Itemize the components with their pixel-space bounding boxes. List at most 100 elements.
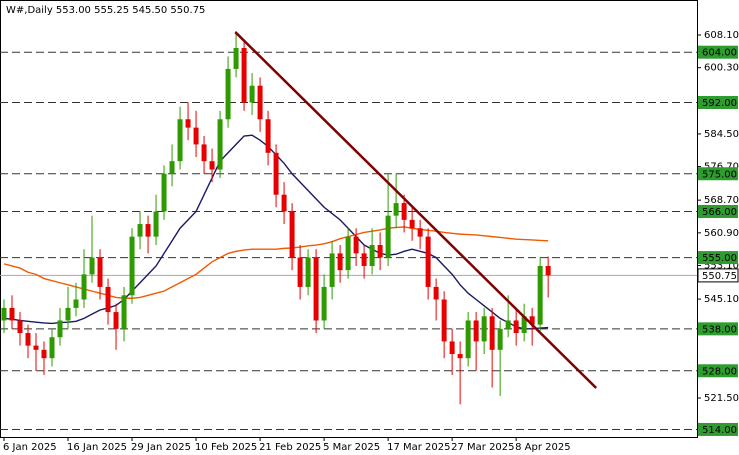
candle-body bbox=[1, 307, 7, 321]
candle-body bbox=[273, 152, 279, 195]
candle-body bbox=[105, 286, 111, 313]
candle-body bbox=[153, 211, 159, 237]
candle-body bbox=[265, 119, 271, 153]
level-label-box bbox=[698, 95, 738, 109]
level-label-box bbox=[698, 322, 738, 336]
candle-body bbox=[529, 316, 535, 325]
candle-body bbox=[185, 119, 191, 128]
candle-body bbox=[481, 316, 487, 342]
candle-body bbox=[513, 320, 519, 334]
candle-body bbox=[145, 224, 151, 237]
candle-body bbox=[409, 219, 415, 229]
candle-body bbox=[505, 320, 511, 329]
level-label-box bbox=[698, 422, 738, 436]
candle-body bbox=[281, 194, 287, 212]
candle-body bbox=[9, 307, 15, 321]
candle-body bbox=[113, 312, 119, 329]
candle-body bbox=[361, 253, 367, 266]
candle-body bbox=[489, 316, 495, 350]
candle-body bbox=[465, 320, 471, 359]
candle-body bbox=[177, 119, 183, 162]
candle-body bbox=[81, 274, 87, 300]
x-tick-label: 17 Mar 2025 bbox=[387, 442, 450, 453]
candle-body bbox=[97, 257, 103, 287]
candle-body bbox=[425, 236, 431, 287]
candle-body bbox=[321, 286, 327, 321]
candle-body bbox=[209, 161, 215, 170]
level-label-box bbox=[698, 364, 738, 378]
candle-body bbox=[33, 345, 39, 350]
level-label: 538.00 bbox=[702, 324, 737, 335]
candle-body bbox=[305, 257, 311, 287]
y-tick-label: 521.50 bbox=[704, 393, 739, 404]
x-tick-label: 29 Jan 2025 bbox=[131, 442, 191, 453]
candle-body bbox=[369, 245, 375, 266]
candle-body bbox=[65, 307, 71, 321]
candle-body bbox=[49, 337, 55, 359]
x-tick-label: 10 Feb 2025 bbox=[195, 442, 257, 453]
plot-frame bbox=[0, 0, 698, 438]
candle-body bbox=[257, 85, 263, 120]
x-tick-label: 8 Apr 2025 bbox=[515, 442, 570, 453]
moving-average bbox=[3, 226, 549, 299]
y-tick-label: 560.90 bbox=[704, 228, 739, 239]
candle-body bbox=[217, 119, 223, 170]
level-label-box bbox=[698, 45, 738, 59]
candle-body bbox=[289, 211, 295, 258]
candle-body bbox=[337, 253, 343, 271]
level-label: 575.00 bbox=[702, 169, 737, 180]
x-tick-label: 6 Jan 2025 bbox=[3, 442, 57, 453]
x-tick-label: 27 Mar 2025 bbox=[451, 442, 514, 453]
candle-body bbox=[457, 354, 463, 359]
y-tick-label: 568.70 bbox=[704, 195, 739, 206]
candle-body bbox=[521, 316, 527, 334]
candle-body bbox=[241, 47, 247, 103]
level-label: 592.00 bbox=[702, 98, 737, 109]
candle-body bbox=[57, 320, 63, 338]
candle-body bbox=[137, 224, 143, 237]
candle-body bbox=[377, 245, 383, 258]
candle-body bbox=[193, 127, 199, 145]
candle-body bbox=[473, 320, 479, 342]
candle-body bbox=[449, 341, 455, 355]
x-tick-label: 21 Feb 2025 bbox=[259, 442, 321, 453]
level-label-box bbox=[698, 251, 738, 265]
candle-body bbox=[385, 215, 391, 258]
candle-body bbox=[201, 144, 207, 162]
candle-body bbox=[329, 253, 335, 287]
y-tick-label: 600.30 bbox=[704, 63, 739, 74]
candle-body bbox=[545, 265, 551, 276]
candle-body bbox=[73, 299, 79, 308]
price-label-box bbox=[697, 268, 739, 283]
candle-body bbox=[313, 257, 319, 321]
candle-body bbox=[537, 265, 543, 325]
candle-body bbox=[393, 203, 399, 216]
x-tick-label: 5 Mar 2025 bbox=[323, 442, 380, 453]
candle-body bbox=[401, 203, 407, 220]
level-label: 555.00 bbox=[702, 253, 737, 264]
candle-body bbox=[225, 68, 231, 120]
candle-body bbox=[497, 328, 503, 350]
y-tick-label: 576.70 bbox=[704, 162, 739, 173]
x-tick-label: 16 Jan 2025 bbox=[67, 442, 127, 453]
y-tick-label: 584.50 bbox=[704, 129, 739, 140]
y-tick-label: 545.10 bbox=[704, 294, 739, 305]
level-label: 514.00 bbox=[702, 425, 737, 436]
level-label-box bbox=[698, 204, 738, 218]
level-label: 604.00 bbox=[702, 48, 737, 59]
level-label: 566.00 bbox=[702, 207, 737, 218]
candle-body bbox=[121, 295, 127, 329]
candle-body bbox=[169, 161, 175, 174]
candle-body bbox=[345, 236, 351, 271]
candle-body bbox=[41, 349, 47, 359]
candle-body bbox=[89, 257, 95, 275]
candle-body bbox=[129, 236, 135, 296]
candle-body bbox=[417, 228, 423, 237]
candle-body bbox=[433, 286, 439, 300]
candle-body bbox=[249, 85, 255, 103]
trendline bbox=[234, 31, 598, 389]
candle-body bbox=[161, 173, 167, 212]
level-label-box bbox=[698, 167, 738, 181]
price-label: 550.75 bbox=[702, 271, 737, 282]
candle-body bbox=[17, 320, 23, 334]
